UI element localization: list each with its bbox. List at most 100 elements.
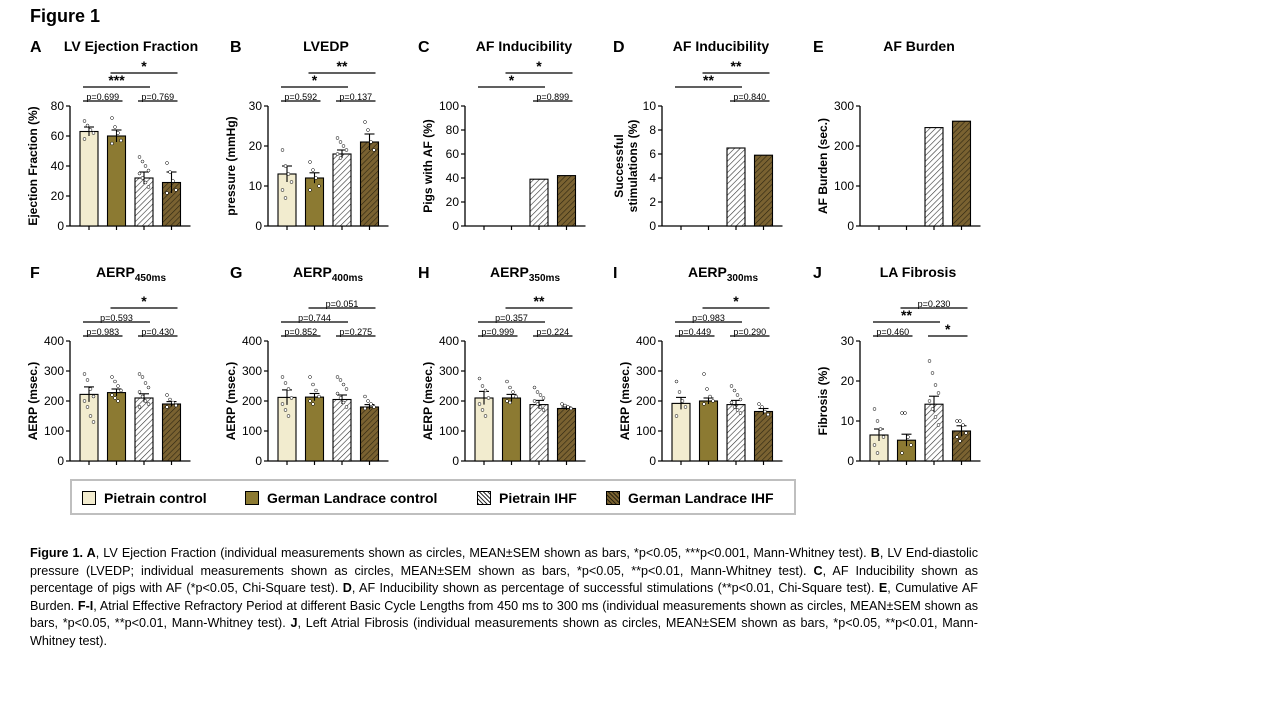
data-point	[91, 131, 96, 135]
data-point	[289, 396, 294, 400]
data-point	[110, 116, 114, 120]
y-tick-label: 0	[57, 219, 64, 233]
p-value-label: p=0.593	[100, 313, 133, 323]
figure-caption: Figure 1. A, LV Ejection Fraction (indiv…	[30, 545, 978, 650]
p-value-label: p=0.275	[339, 327, 372, 337]
data-point	[289, 180, 294, 184]
data-point	[366, 128, 370, 132]
data-point	[936, 423, 941, 427]
data-point	[137, 390, 142, 394]
bar	[359, 141, 380, 227]
data-point	[113, 396, 117, 400]
panel-letter: A	[30, 39, 42, 56]
y-tick-label: 80	[51, 99, 65, 113]
legend-swatch	[82, 491, 96, 505]
data-point	[511, 390, 515, 394]
bar	[79, 393, 99, 462]
data-point	[168, 397, 172, 402]
data-point	[174, 188, 178, 192]
data-point	[702, 402, 706, 406]
panel-letter: B	[230, 39, 242, 56]
data-point	[171, 400, 175, 405]
p-value-label: p=0.999	[481, 327, 514, 337]
panel-letter: F	[30, 265, 40, 282]
y-tick-label: 100	[44, 424, 64, 438]
panel-letter: C	[418, 39, 430, 56]
y-axis-label: Pigs with AF (%)	[421, 119, 435, 213]
data-point	[480, 384, 485, 388]
data-point	[683, 405, 688, 409]
data-point	[280, 148, 285, 152]
legend-label: German Landrace IHF	[628, 490, 774, 506]
y-tick-label: 0	[847, 219, 854, 233]
significance-stars: *	[141, 58, 147, 74]
data-point	[766, 412, 770, 417]
data-point	[85, 405, 90, 409]
y-tick-label: 40	[446, 171, 460, 185]
panel-title: LVEDP	[303, 38, 349, 54]
data-point	[143, 399, 148, 403]
data-point	[535, 390, 540, 394]
y-tick-label: 6	[649, 147, 656, 161]
significance-stars: ***	[108, 72, 125, 88]
data-point	[735, 393, 740, 397]
significance-stars: **	[731, 58, 742, 74]
bar	[726, 404, 746, 462]
bar	[556, 175, 577, 227]
data-point	[174, 403, 178, 408]
bar	[474, 397, 494, 462]
data-point	[900, 451, 904, 455]
y-axis-label: AERP (msec.)	[421, 362, 435, 440]
bar	[753, 154, 774, 227]
data-point	[82, 137, 87, 141]
data-point	[369, 402, 373, 406]
y-axis-label: AERP (msec.)	[618, 362, 632, 440]
data-point	[541, 396, 546, 400]
data-point	[480, 408, 485, 412]
data-point	[308, 375, 312, 379]
data-point	[283, 381, 288, 385]
data-point	[369, 140, 373, 144]
data-point	[317, 184, 321, 188]
data-point	[165, 191, 169, 195]
legend-swatch	[477, 491, 491, 505]
data-point	[146, 168, 151, 173]
y-tick-label: 10	[841, 414, 855, 428]
data-point	[165, 161, 169, 165]
p-value-label: p=0.051	[326, 299, 359, 309]
caption-text: , LV End-diastolic pressure (LVEDP; indi…	[30, 546, 978, 578]
data-point	[344, 387, 349, 391]
y-tick-label: 300	[439, 364, 459, 378]
data-point	[143, 164, 148, 168]
data-point	[286, 172, 291, 176]
data-point	[82, 399, 87, 403]
caption-text: , LV Ejection Fraction (individual measu…	[95, 546, 871, 560]
y-axis-label: AF Burden (sec.)	[816, 118, 830, 214]
data-point	[538, 405, 543, 409]
data-point	[88, 128, 93, 132]
bar	[501, 397, 522, 462]
y-tick-label: 100	[834, 179, 854, 193]
p-value-label: p=0.983	[692, 313, 725, 323]
data-point	[560, 402, 564, 406]
significance-stars: **	[901, 307, 912, 323]
bar	[671, 402, 691, 462]
data-point	[280, 375, 285, 379]
data-point	[930, 407, 935, 411]
data-point	[341, 144, 346, 148]
data-point	[933, 383, 938, 387]
caption-bold-text: F-I	[77, 598, 94, 613]
data-point	[165, 393, 169, 397]
caption-text: , Atrial Effective Refractory Period at …	[30, 598, 978, 631]
data-point	[143, 180, 148, 185]
y-tick-label: 20	[446, 195, 460, 209]
y-axis-label: pressure (mmHg)	[224, 116, 238, 215]
y-tick-label: 200	[242, 394, 262, 408]
data-point	[143, 381, 148, 385]
data-point	[317, 394, 321, 399]
bar	[304, 177, 325, 227]
data-point	[927, 399, 932, 403]
panel-title: LV Ejection Fraction	[64, 38, 198, 54]
panel-title: AERP300ms	[688, 264, 758, 284]
